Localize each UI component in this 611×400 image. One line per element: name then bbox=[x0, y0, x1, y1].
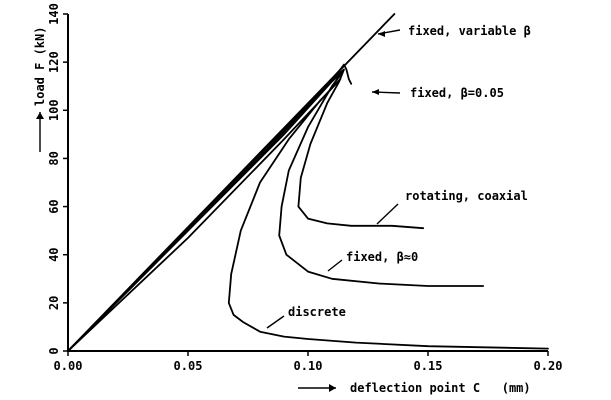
series-label-discrete-leader bbox=[266, 315, 285, 329]
y-tick-label: 40 bbox=[47, 247, 61, 261]
x-tick-label: 0.00 bbox=[54, 359, 83, 373]
y-axis-title-group: load F (kN) bbox=[33, 27, 47, 152]
y-tick-label: 60 bbox=[47, 199, 61, 213]
series-label-rotating-coaxial: rotating, coaxial bbox=[405, 189, 528, 203]
y-axis-title: load F (kN) bbox=[33, 27, 47, 106]
y-tick-label: 0 bbox=[47, 347, 61, 354]
y-axis-arrow-head bbox=[36, 112, 44, 119]
x-tick-label: 0.15 bbox=[414, 359, 443, 373]
series-label-fixed-variable: fixed, variable β bbox=[408, 24, 531, 38]
x-axis-title-group: deflection point C (mm) bbox=[298, 381, 531, 395]
y-tick-label: 100 bbox=[47, 99, 61, 121]
series-label-fixed-variable-arrowhead bbox=[378, 31, 385, 37]
series-labels: fixed, variable β fixed, β=0.05 rotating, … bbox=[266, 24, 531, 329]
y-tick-label: 140 bbox=[47, 3, 61, 25]
series-label-fixed-0-05: fixed, β=0.05 bbox=[410, 86, 504, 100]
curves bbox=[67, 13, 549, 352]
x-axis-arrow-head bbox=[329, 384, 336, 392]
series-line-fixed-0-05 bbox=[67, 63, 353, 352]
series-line-fixed-0 bbox=[67, 70, 485, 352]
series-label-discrete: discrete bbox=[288, 305, 346, 319]
series-label-fixed-0-leader bbox=[327, 259, 343, 272]
series-line-rotating-coaxial bbox=[67, 68, 425, 352]
series-label-fixed-0-05-arrowhead bbox=[372, 89, 379, 95]
x-tick-label: 0.05 bbox=[174, 359, 203, 373]
series-line-discrete bbox=[67, 78, 549, 352]
axes bbox=[67, 14, 548, 352]
series-label-rotating-coaxial-leader bbox=[376, 203, 399, 225]
y-tick-label: 120 bbox=[47, 51, 61, 73]
y-tick-label: 20 bbox=[47, 296, 61, 310]
x-tick-label: 0.10 bbox=[294, 359, 323, 373]
x-axis-title: deflection point C (mm) bbox=[350, 381, 531, 395]
x-tick-label: 0.20 bbox=[534, 359, 563, 373]
y-tick-label: 80 bbox=[47, 151, 61, 165]
ticks: 0.00 0.05 0.10 0.15 0.20 0 20 40 60 80 100 120 140 bbox=[47, 3, 562, 373]
series-label-fixed-0: fixed, β≈0 bbox=[346, 250, 418, 264]
